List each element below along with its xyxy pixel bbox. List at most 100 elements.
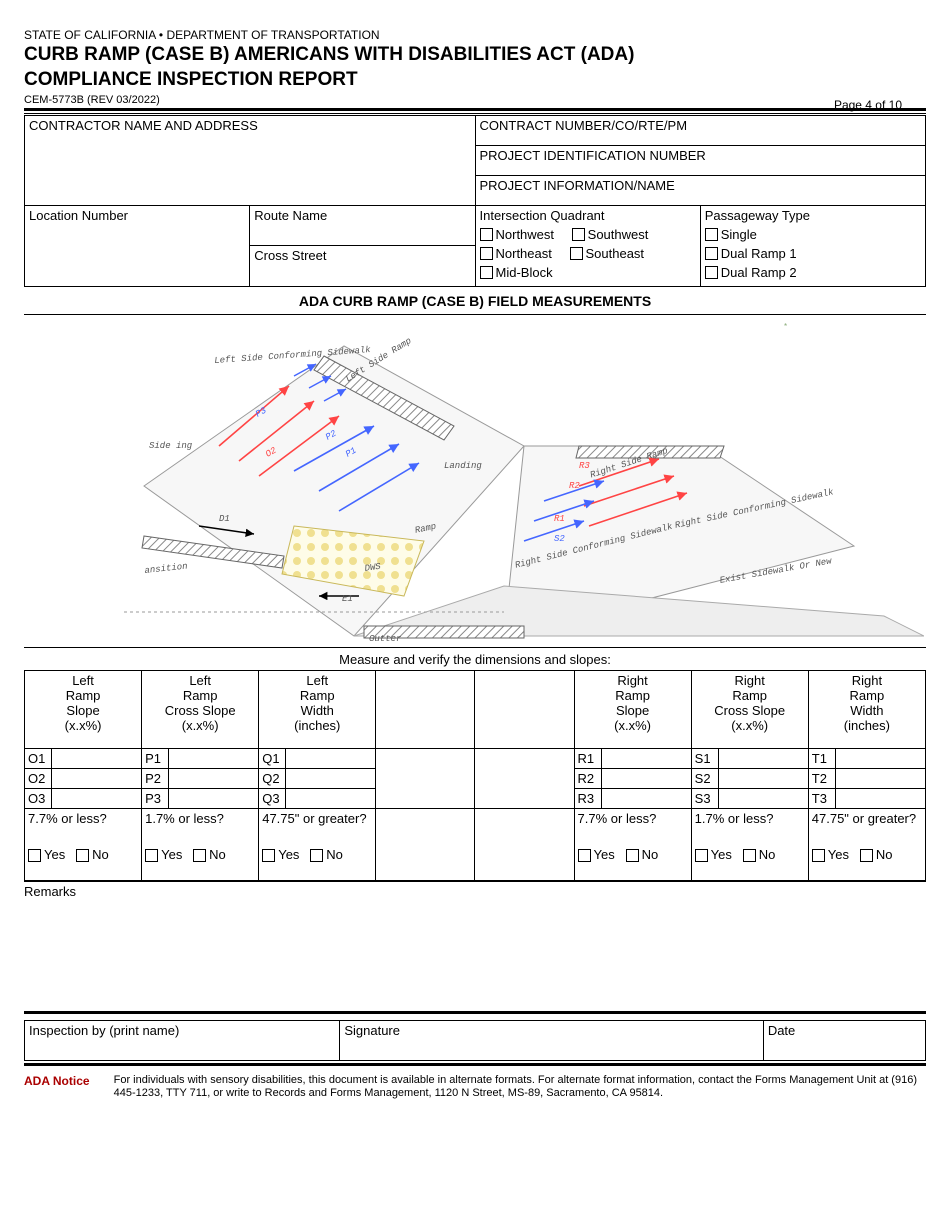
midblock-checkbox[interactable] [480,266,493,279]
q3-value[interactable] [286,788,376,808]
t3-cell: T3 [808,788,835,808]
yes-label: Yes [278,847,299,862]
southwest-checkbox[interactable] [572,228,585,241]
r2-label: R2 [569,481,580,491]
signature-label: Signature [344,1023,400,1038]
r2-cell: R2 [574,768,601,788]
p1-cell: P1 [142,748,169,768]
q3-cell: Q3 [259,788,286,808]
s3-value[interactable] [718,788,808,808]
remarks-label: Remarks [24,881,926,899]
pid-label: PROJECT IDENTIFICATION NUMBER [480,148,706,163]
page-number: Page 4 of 10 [834,98,902,112]
r1-label: R1 [554,514,565,524]
r3-value[interactable] [601,788,691,808]
dual-ramp-2-checkbox[interactable] [705,266,718,279]
northeast-label: Northeast [496,246,552,261]
right-cross-no-checkbox[interactable] [743,849,756,862]
siding-label: Side ing [149,441,192,451]
yes-label: Yes [828,847,849,862]
intersection-quadrant-label: Intersection Quadrant [480,208,696,223]
left-cross-no-checkbox[interactable] [193,849,206,862]
left-cross-header: Left Ramp Cross Slope (x.x%) [165,673,236,733]
dual-ramp-1-checkbox[interactable] [705,247,718,260]
single-checkbox[interactable] [705,228,718,241]
t1-cell: T1 [808,748,835,768]
left-width-header: Left Ramp Width (inches) [294,673,340,733]
divider [24,113,926,114]
left-slope-yes-checkbox[interactable] [28,849,41,862]
t2-value[interactable] [835,768,925,788]
form-title-2: COMPLIANCE INSPECTION REPORT [24,69,926,92]
q2-value[interactable] [286,768,376,788]
divider [24,647,926,648]
yes-label: Yes [711,847,732,862]
s2-value[interactable] [718,768,808,788]
divider [24,1011,926,1014]
agency-line: STATE OF CALIFORNIA • DEPARTMENT OF TRAN… [24,28,926,42]
left-width-no-checkbox[interactable] [310,849,323,862]
form-title-1: CURB RAMP (CASE B) AMERICANS WITH DISABI… [24,44,926,67]
p1-value[interactable] [169,748,259,768]
q1-cell: Q1 [259,748,286,768]
date-label: Date [768,1023,795,1038]
gutter-label: Gutter [369,634,401,644]
o1-cell: O1 [25,748,52,768]
d1-label: D1 [219,514,230,524]
route-name-label: Route Name [254,208,327,223]
right-width-threshold: 47.75" or greater? [812,811,922,826]
form-revision: CEM-5773B (REV 03/2022) [24,94,926,106]
signature-table: Inspection by (print name) Signature Dat… [24,1020,926,1061]
s3-cell: S3 [691,788,718,808]
right-slope-no-checkbox[interactable] [626,849,639,862]
q2-cell: Q2 [259,768,286,788]
q1-value[interactable] [286,748,376,768]
section-title: ADA CURB RAMP (CASE B) FIELD MEASUREMENT… [24,287,926,313]
remarks-area[interactable] [24,899,926,1009]
t1-value[interactable] [835,748,925,768]
northeast-checkbox[interactable] [480,247,493,260]
right-cross-yes-checkbox[interactable] [695,849,708,862]
landing-label: Landing [444,461,482,471]
right-width-no-checkbox[interactable] [860,849,873,862]
left-slope-header: Left Ramp Slope (x.x%) [65,673,102,733]
yes-label: Yes [161,847,182,862]
right-width-yes-checkbox[interactable] [812,849,825,862]
left-cross-yes-checkbox[interactable] [145,849,158,862]
p3-value[interactable] [169,788,259,808]
right-slope-threshold: 7.7% or less? [578,811,688,826]
southeast-checkbox[interactable] [570,247,583,260]
no-label: No [209,847,226,862]
p3-cell: P3 [142,788,169,808]
yes-label: Yes [594,847,615,862]
o2-value[interactable] [52,768,142,788]
left-slope-no-checkbox[interactable] [76,849,89,862]
left-cross-threshold: 1.7% or less? [145,811,255,826]
e1-label: E1 [342,594,353,604]
measure-note: Measure and verify the dimensions and sl… [24,649,926,670]
s1-value[interactable] [718,748,808,768]
passageway-type-label: Passageway Type [705,208,921,223]
dws-label: DWS [364,562,381,574]
right-slope-header: Right Ramp Slope (x.x%) [614,673,651,733]
dual-ramp-1-label: Dual Ramp 1 [721,246,797,261]
s2-cell: S2 [691,768,718,788]
right-cross-header: Right Ramp Cross Slope (x.x%) [714,673,785,733]
o3-cell: O3 [25,788,52,808]
right-slope-yes-checkbox[interactable] [578,849,591,862]
northwest-checkbox[interactable] [480,228,493,241]
o3-value[interactable] [52,788,142,808]
o1-value[interactable] [52,748,142,768]
t3-value[interactable] [835,788,925,808]
no-label: No [326,847,343,862]
right-width-header: Right Ramp Width (inches) [844,673,890,733]
ada-notice: ADA Notice For individuals with sensory … [24,1074,926,1100]
r3-label: R3 [579,461,590,471]
r1-value[interactable] [601,748,691,768]
left-slope-threshold: 7.7% or less? [28,811,138,826]
r2-value[interactable] [601,768,691,788]
southwest-label: Southwest [588,227,649,242]
left-width-yes-checkbox[interactable] [262,849,275,862]
p2-value[interactable] [169,768,259,788]
t2-cell: T2 [808,768,835,788]
